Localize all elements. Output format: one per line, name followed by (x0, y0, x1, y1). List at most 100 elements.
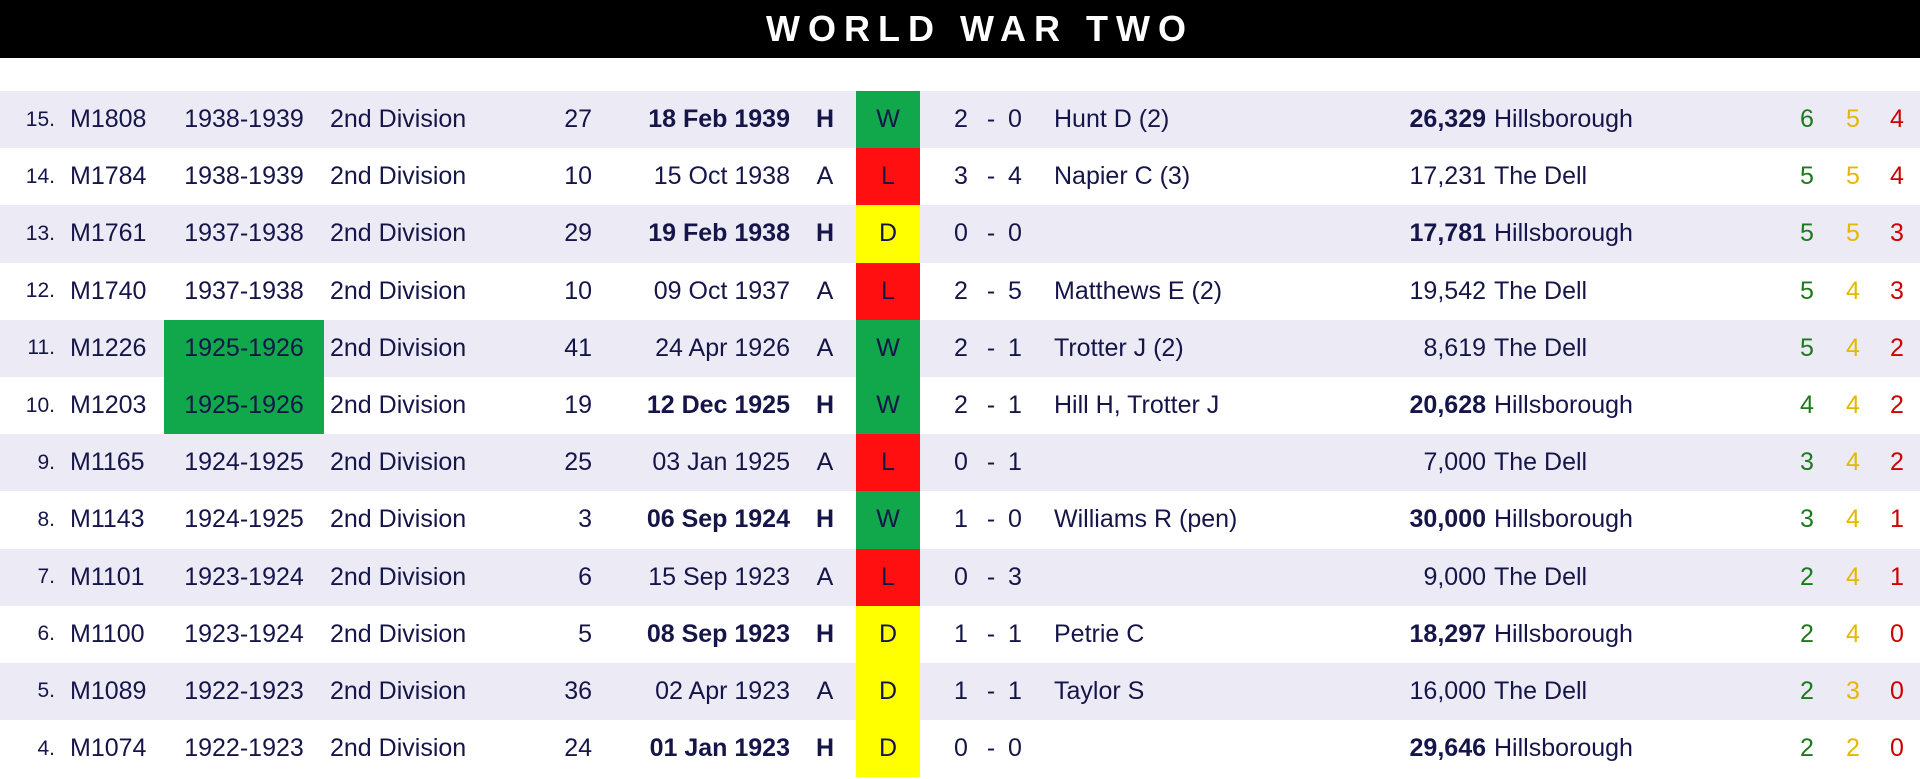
season: 1923-1924 (184, 619, 304, 648)
score-for: 0 (954, 448, 968, 477)
table-row: 5. M1089 1922-1923 2nd Division 36 02 Apr 192… (0, 662, 1920, 721)
score-for: 3 (954, 162, 968, 191)
wins-count: 5 (1800, 162, 1814, 191)
division: 2nd Division (330, 276, 467, 305)
score-separator: - (986, 734, 996, 763)
losses-count: 2 (1890, 391, 1904, 420)
score-for: 1 (954, 676, 968, 705)
match-date: 02 Apr 1923 (655, 676, 790, 705)
result-badge: W (856, 491, 920, 549)
league-position: 5 (578, 619, 592, 648)
attendance: 26,329 (1409, 105, 1486, 134)
result-badge: D (856, 605, 920, 663)
league-position: 25 (564, 448, 592, 477)
score-separator: - (986, 619, 996, 648)
draws-count: 2 (1846, 734, 1860, 763)
score-separator: - (986, 162, 996, 191)
result-badge: W (856, 91, 920, 149)
score-for: 1 (954, 505, 968, 534)
season: 1925-1926 (164, 319, 324, 377)
score-for: 2 (954, 105, 968, 134)
wins-count: 2 (1800, 734, 1814, 763)
venue: H (815, 619, 835, 648)
losses-count: 4 (1890, 162, 1904, 191)
match-number: 4. (37, 736, 55, 760)
venue: H (815, 505, 835, 534)
attendance: 29,646 (1409, 734, 1486, 763)
league-position: 36 (564, 676, 592, 705)
match-number: 8. (37, 507, 55, 531)
match-number: 13. (25, 221, 55, 245)
table-row: 4. M1074 1922-1923 2nd Division 24 01 Jan 192… (0, 720, 1920, 778)
match-date: 19 Feb 1938 (648, 219, 790, 248)
draws-count: 5 (1846, 105, 1860, 134)
ground: Hillsborough (1494, 505, 1633, 534)
draws-count: 4 (1846, 619, 1860, 648)
match-date: 15 Oct 1938 (653, 162, 790, 191)
goalscorers: Taylor S (1054, 676, 1145, 705)
score-for: 2 (954, 391, 968, 420)
season: 1938-1939 (184, 162, 304, 191)
losses-count: 0 (1890, 619, 1904, 648)
season: 1925-1926 (164, 376, 324, 435)
page-title: WORLD WAR TWO (766, 8, 1194, 49)
score-for: 2 (954, 276, 968, 305)
result-badge: W (856, 319, 920, 377)
draws-count: 4 (1846, 562, 1860, 591)
score-for: 0 (954, 219, 968, 248)
attendance: 18,297 (1409, 619, 1486, 648)
match-date: 15 Sep 1923 (648, 562, 790, 591)
match-id: M1143 (70, 505, 145, 534)
ground: The Dell (1494, 162, 1588, 191)
season: 1923-1924 (184, 562, 304, 591)
losses-count: 0 (1890, 676, 1904, 705)
ground: The Dell (1494, 562, 1588, 591)
ground: Hillsborough (1494, 391, 1633, 420)
draws-count: 4 (1846, 505, 1860, 534)
score-for: 0 (954, 562, 968, 591)
match-number: 9. (37, 450, 55, 474)
wins-count: 2 (1800, 562, 1814, 591)
score-against: 4 (1008, 162, 1022, 191)
division: 2nd Division (330, 391, 467, 420)
table-row: 13. M1761 1937-1938 2nd Division 29 19 Feb 19… (0, 205, 1920, 263)
league-position: 24 (564, 734, 592, 763)
match-id: M1203 (70, 391, 147, 420)
division: 2nd Division (330, 219, 467, 248)
match-id: M1089 (70, 676, 147, 705)
division: 2nd Division (330, 333, 467, 362)
venue: H (815, 105, 835, 134)
attendance: 7,000 (1423, 448, 1486, 477)
venue: H (815, 391, 835, 420)
losses-count: 1 (1890, 505, 1904, 534)
match-id: M1074 (70, 734, 147, 763)
league-position: 10 (564, 162, 592, 191)
division: 2nd Division (330, 676, 467, 705)
attendance: 8,619 (1423, 333, 1486, 362)
match-date: 18 Feb 1939 (648, 105, 790, 134)
score-against: 0 (1008, 105, 1022, 134)
match-date: 12 Dec 1925 (646, 391, 790, 420)
attendance: 30,000 (1409, 505, 1486, 534)
score-against: 1 (1008, 619, 1022, 648)
title-bar: WORLD WAR TWO (0, 0, 1920, 58)
season: 1938-1939 (184, 105, 304, 134)
score-separator: - (986, 333, 996, 362)
score-separator: - (986, 676, 996, 705)
goalscorers: Matthews E (2) (1054, 276, 1223, 305)
venue: A (816, 276, 834, 305)
league-position: 29 (564, 219, 592, 248)
wins-count: 5 (1800, 333, 1814, 362)
venue: A (816, 562, 834, 591)
goalscorers: Petrie C (1054, 619, 1145, 648)
score-against: 3 (1008, 562, 1022, 591)
match-id: M1165 (70, 448, 145, 477)
division: 2nd Division (330, 448, 467, 477)
wins-count: 5 (1800, 276, 1814, 305)
wins-count: 2 (1800, 619, 1814, 648)
venue: H (815, 219, 835, 248)
division: 2nd Division (330, 505, 467, 534)
match-date: 03 Jan 1925 (652, 448, 790, 477)
ground: The Dell (1494, 448, 1588, 477)
draws-count: 3 (1846, 676, 1860, 705)
